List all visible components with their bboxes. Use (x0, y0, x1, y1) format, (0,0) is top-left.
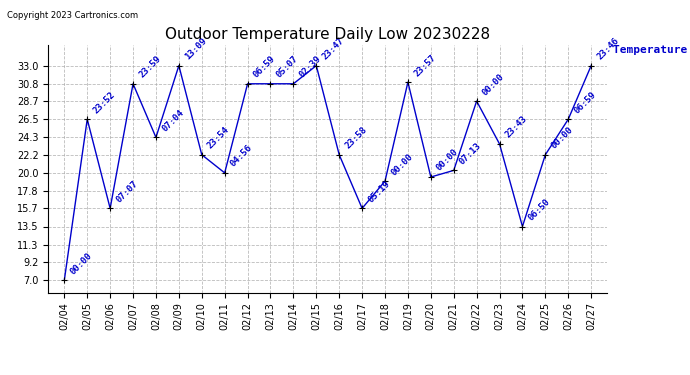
Text: 00:00: 00:00 (481, 72, 506, 97)
Text: 06:59: 06:59 (573, 90, 598, 115)
Text: Copyright 2023 Cartronics.com: Copyright 2023 Cartronics.com (7, 11, 138, 20)
Title: Outdoor Temperature Daily Low 20230228: Outdoor Temperature Daily Low 20230228 (165, 27, 491, 42)
Text: 06:50: 06:50 (526, 197, 552, 222)
Text: 00:00: 00:00 (435, 147, 460, 173)
Text: 05:19: 05:19 (366, 179, 392, 204)
Text: 04:56: 04:56 (229, 143, 254, 169)
Text: 07:13: 07:13 (458, 141, 483, 166)
Text: 00:00: 00:00 (389, 152, 415, 177)
Text: 23:47: 23:47 (320, 36, 346, 62)
Text: 23:52: 23:52 (91, 90, 117, 115)
Text: 23:46: 23:46 (595, 36, 621, 62)
Text: 07:04: 07:04 (160, 108, 186, 133)
Text: 06:59: 06:59 (252, 54, 277, 80)
Text: 23:58: 23:58 (344, 125, 368, 150)
Text: 23:57: 23:57 (412, 53, 437, 78)
Text: 13:09: 13:09 (183, 36, 208, 62)
Text: Temperature (°F): Temperature (°F) (613, 45, 690, 55)
Text: 23:54: 23:54 (206, 125, 231, 150)
Text: 07:07: 07:07 (115, 179, 139, 204)
Text: 23:59: 23:59 (137, 54, 163, 80)
Text: 00:00: 00:00 (549, 125, 575, 150)
Text: 00:00: 00:00 (68, 251, 94, 276)
Text: 02:39: 02:39 (297, 54, 323, 80)
Text: 05:07: 05:07 (275, 54, 300, 80)
Text: 23:43: 23:43 (504, 114, 529, 140)
